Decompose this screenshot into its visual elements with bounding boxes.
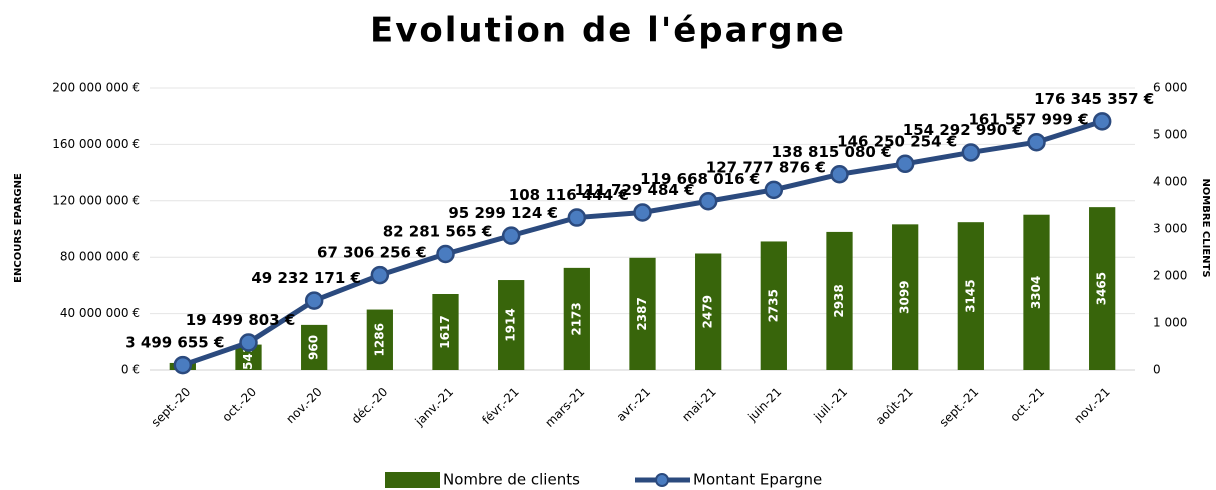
data-label: 138 815 080 € (771, 143, 891, 161)
marker (1092, 112, 1112, 131)
data-label: 49 232 171 € (251, 269, 361, 287)
x-tick-label: févr.-21 (479, 385, 521, 427)
x-tick-label: nov.-21 (1071, 385, 1112, 426)
y2-tick-label: 4 000 (1153, 175, 1187, 189)
marker (698, 192, 718, 211)
marker (567, 208, 587, 227)
x-tick-label: mars-21 (542, 385, 587, 430)
x-tick-label: oct.-20 (219, 385, 259, 425)
bar-label: 2938 (832, 284, 846, 317)
bar-label: 3304 (1029, 276, 1043, 309)
x-tick-label: nov.-20 (283, 385, 324, 426)
bar-label: 1617 (438, 315, 452, 348)
bar (826, 231, 853, 370)
data-label: 95 299 124 € (448, 204, 558, 222)
marker (764, 180, 784, 200)
x-tick-label: sept.-20 (149, 385, 194, 430)
data-label: 146 250 254 € (837, 132, 957, 150)
bar (957, 222, 984, 370)
data-label: 127 777 876 € (706, 158, 826, 176)
bar (563, 267, 590, 370)
bar-label: 2387 (635, 297, 649, 330)
data-label: 111 729 484 € (574, 181, 694, 199)
data-label: 82 281 565 € (383, 222, 493, 240)
bar (1023, 214, 1050, 370)
legend-label: Nombre de clients (443, 471, 580, 489)
bar (301, 324, 328, 370)
marker (370, 265, 390, 285)
marker (895, 154, 915, 174)
data-label: 119 668 016 € (640, 170, 760, 188)
bar (432, 294, 459, 370)
bar (366, 309, 393, 370)
x-tick-label: avr.-21 (614, 385, 653, 424)
y2-tick-label: 6 000 (1153, 81, 1187, 95)
y2-tick-label: 3 000 (1153, 222, 1187, 236)
marker (830, 165, 849, 184)
x-tick-label: juin-21 (744, 385, 784, 425)
marker (436, 244, 455, 264)
bar-label: 2735 (766, 289, 780, 322)
bar-label: 1914 (504, 308, 518, 341)
x-tick-label: juil.-21 (810, 385, 850, 425)
marker (304, 291, 324, 310)
data-label: 67 306 256 € (317, 244, 427, 262)
data-label: 108 116 444 € (509, 186, 629, 204)
marker (173, 355, 193, 375)
data-label: 154 292 990 € (903, 121, 1023, 139)
bar (695, 253, 722, 370)
bar (629, 257, 656, 370)
y-tick-label: 160 000 000 € (52, 137, 140, 151)
data-label: 3 499 655 € (125, 334, 224, 352)
x-tick-label: mai-21 (679, 385, 719, 425)
marker (501, 226, 521, 245)
bar (1089, 207, 1116, 370)
legend-label: Montant Epargne (693, 471, 822, 489)
data-label: 19 499 803 € (186, 311, 296, 329)
marker (961, 143, 981, 162)
legend-swatch (385, 472, 440, 488)
y-tick-label: 200 000 000 € (52, 81, 140, 95)
y-tick-label: 120 000 000 € (52, 193, 140, 207)
y2-tick-label: 5 000 (1153, 128, 1187, 142)
y2-tick-label: 2 000 (1153, 269, 1187, 283)
marker (239, 333, 258, 352)
y-tick-label: 0 € (121, 363, 140, 377)
y2-axis-title: NOMBRE CLIENTS (1200, 178, 1211, 277)
bar (760, 241, 787, 370)
bar-label: 2173 (569, 302, 583, 335)
bar-label: 3145 (963, 279, 977, 312)
data-label: 176 345 357 € (1034, 90, 1154, 108)
bar-label: 3099 (898, 280, 912, 313)
x-tick-label: août-21 (873, 385, 916, 428)
x-tick-label: oct.-21 (1007, 385, 1047, 425)
legend-marker (655, 473, 669, 487)
marker (633, 203, 652, 222)
marker (1027, 132, 1046, 152)
x-tick-label: janv.-21 (412, 385, 456, 429)
x-tick-label: déc.-20 (349, 385, 391, 427)
bar-label: 960 (307, 335, 321, 360)
bar-label: 3465 (1095, 272, 1109, 305)
y-tick-label: 80 000 000 € (60, 250, 140, 264)
data-label: 161 557 999 € (968, 111, 1088, 129)
y2-tick-label: 1 000 (1153, 316, 1187, 330)
bar (892, 224, 919, 370)
y-axis-title: ENCOURS EPARGNE (13, 173, 24, 283)
bar-label: 2479 (701, 295, 715, 328)
y-tick-label: 40 000 000 € (60, 306, 140, 320)
bar (498, 280, 525, 370)
y2-tick-label: 0 (1153, 363, 1161, 377)
bar-label: 1286 (372, 323, 386, 356)
x-tick-label: sept.-21 (937, 385, 982, 430)
chart-title: Evolution de l'épargne (370, 11, 846, 51)
